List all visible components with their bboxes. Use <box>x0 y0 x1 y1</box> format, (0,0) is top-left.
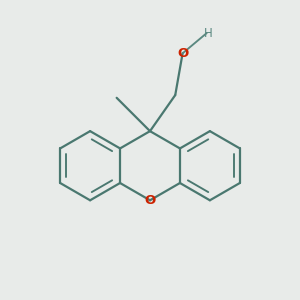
Text: O: O <box>144 194 156 207</box>
Text: H: H <box>204 27 213 40</box>
Text: O: O <box>177 47 188 60</box>
